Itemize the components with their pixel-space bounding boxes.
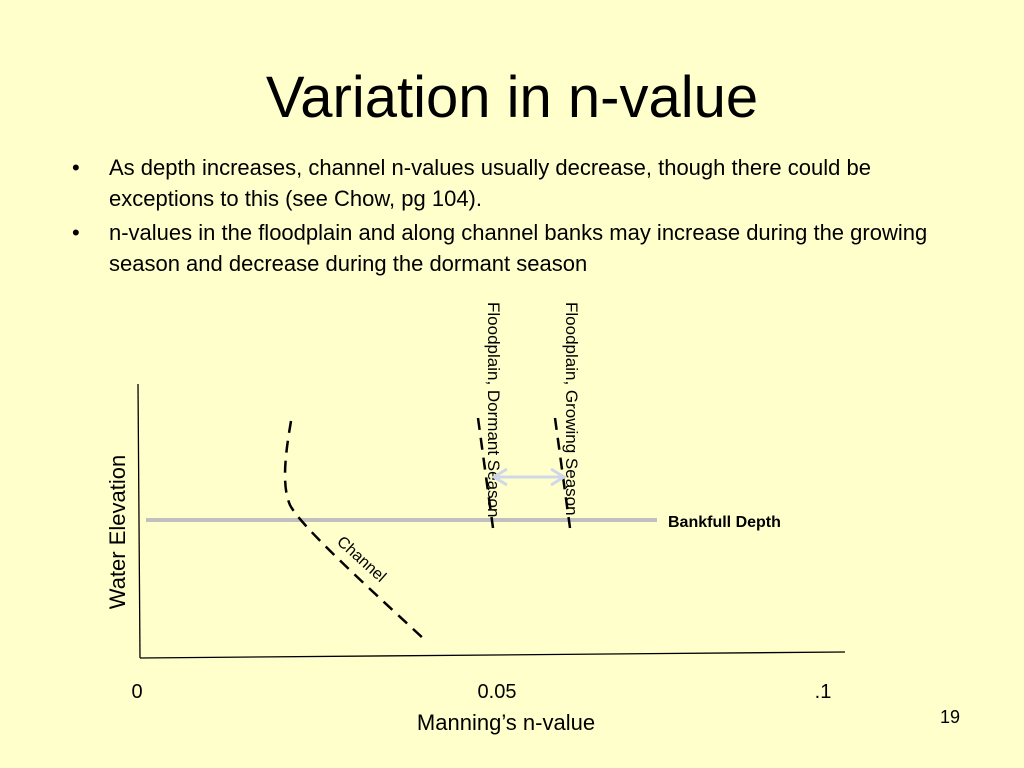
channel-curve xyxy=(283,420,426,641)
floodplain-dormant-label: Floodplain, Dormant Season xyxy=(484,302,503,517)
page-number: 19 xyxy=(939,707,961,727)
bullet-list: • As depth increases, channel n-values u… xyxy=(70,152,930,282)
slide-title: Variation in n-value xyxy=(265,65,759,130)
x-tick-label: 0.05 xyxy=(478,681,517,703)
y-axis-label: Water Elevation xyxy=(105,455,130,609)
y-axis xyxy=(137,383,141,659)
seasonal-double-arrow xyxy=(491,467,567,487)
x-axis-label: Manning’s n-value xyxy=(417,710,595,735)
bankfull-depth-label: Bankfull Depth xyxy=(668,514,781,531)
bullet-item: • As depth increases, channel n-values u… xyxy=(70,152,930,214)
bullet-dot: • xyxy=(72,155,80,180)
floodplain-growing-label: Floodplain, Growing Season xyxy=(562,302,581,516)
x-tick-label: .1 xyxy=(815,681,832,703)
bullet-text: As depth increases, channel n-values usu… xyxy=(109,155,871,211)
x-tick-label: 0 xyxy=(131,681,142,703)
x-axis xyxy=(139,651,846,659)
bullet-text: n-values in the floodplain and along cha… xyxy=(109,220,928,276)
channel-label: Channel xyxy=(333,533,389,586)
bullet-item: • n-values in the floodplain and along c… xyxy=(70,217,930,279)
bullet-dot: • xyxy=(72,220,80,245)
